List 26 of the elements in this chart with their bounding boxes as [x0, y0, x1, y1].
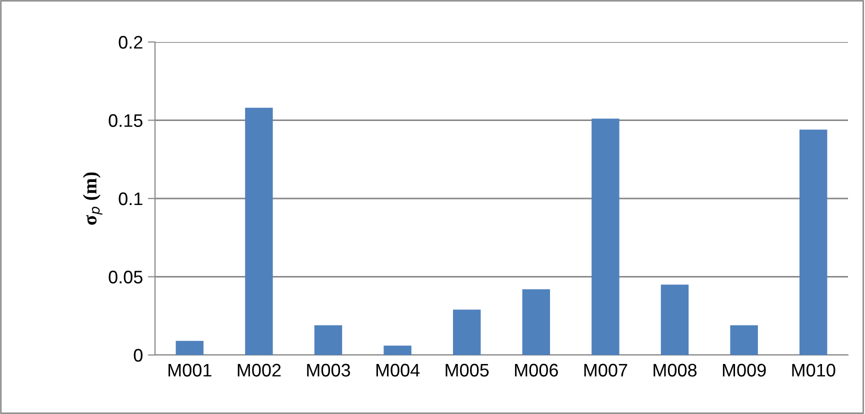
y-axis-title: σ$_{p}$ (m)	[82, 172, 102, 225]
x-tick-label: M008	[654, 364, 697, 377]
x-tick-label: M009	[722, 364, 766, 377]
bar	[522, 289, 550, 355]
bar	[245, 108, 273, 355]
y-tick-label: 0.2	[118, 36, 142, 49]
x-tick-label: M004	[376, 364, 420, 377]
x-tick-label: M001	[168, 364, 212, 377]
x-tick-label: M007	[584, 364, 628, 377]
x-tick-label: M010	[792, 364, 836, 377]
y-tick-label: 0	[134, 348, 142, 362]
y-tick-label: 0.1	[118, 192, 142, 206]
y-tick-label: 0.15	[108, 114, 142, 127]
x-tick-label: M005	[446, 364, 489, 377]
bar	[314, 325, 342, 355]
x-tick-label: M006	[515, 364, 558, 377]
bar	[384, 346, 412, 355]
bar	[730, 325, 758, 355]
bar	[176, 340, 204, 355]
bar	[592, 118, 620, 355]
bar	[452, 310, 481, 355]
bar	[660, 284, 689, 355]
x-tick-label: M003	[307, 364, 350, 377]
bar	[799, 130, 828, 355]
y-tick-label: 0.05	[108, 270, 142, 284]
x-tick-label: M002	[238, 364, 281, 377]
